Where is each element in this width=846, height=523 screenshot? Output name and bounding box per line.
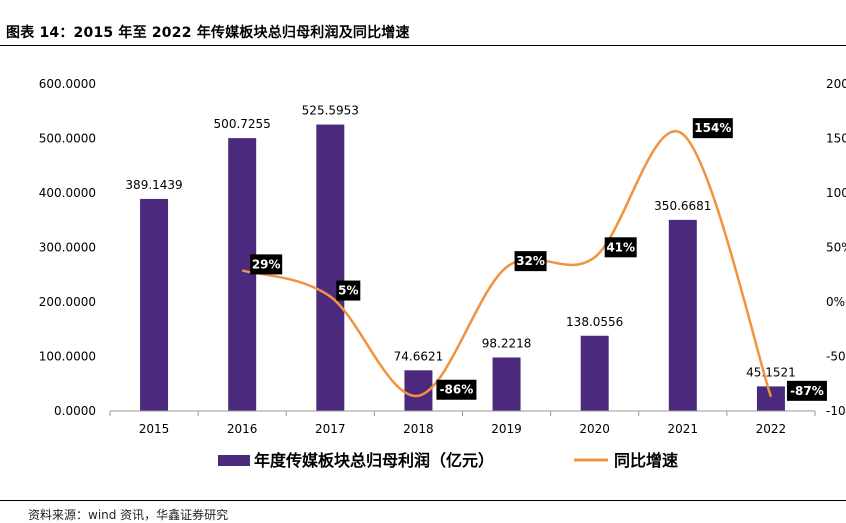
growth-label-box: [436, 379, 477, 400]
y-left-tick-label: 300.0000: [39, 241, 96, 255]
growth-label-box: [514, 251, 547, 272]
bar-2019: [492, 357, 521, 411]
bar-value-label: 500.7255: [214, 117, 271, 131]
growth-label-box: [336, 280, 361, 301]
x-tick-label: 2020: [579, 422, 610, 436]
legend-line-label: 同比增速: [614, 451, 678, 470]
x-tick-label: 2016: [227, 422, 258, 436]
x-tick-label: 2018: [403, 422, 434, 436]
bar-2022: [756, 386, 785, 411]
growth-label-box: [692, 118, 733, 139]
y-left-tick-label: 400.0000: [39, 186, 96, 200]
legend-bar-swatch: [218, 455, 250, 466]
y-right-tick-label: -100%: [826, 404, 846, 418]
bar-2015: [140, 198, 169, 411]
legend-bar-label: 年度传媒板块总归母利润（亿元）: [254, 451, 494, 470]
y-right-tick-label: 200%: [826, 77, 846, 91]
y-right-tick-label: -50%: [826, 350, 846, 364]
bar-2017: [316, 124, 345, 411]
y-right-tick-label: 0%: [826, 295, 845, 309]
bar-2021: [668, 219, 697, 411]
growth-label-box: [786, 380, 827, 401]
x-tick-label: 2021: [668, 422, 699, 436]
growth-label: 41%: [606, 240, 635, 254]
growth-label: 29%: [252, 257, 281, 271]
bar-value-label: 74.6621: [394, 349, 444, 363]
source-rule: [0, 500, 846, 501]
bar-2020: [580, 335, 609, 411]
growth-label: 32%: [516, 254, 545, 268]
growth-label: -86%: [440, 383, 474, 397]
bar-value-label: 525.5953: [302, 104, 359, 118]
y-right-tick-label: 150%: [826, 132, 846, 146]
x-tick-label: 2022: [756, 422, 787, 436]
growth-label: -87%: [790, 384, 824, 398]
y-left-tick-label: 200.0000: [39, 295, 96, 309]
x-tick-label: 2015: [139, 422, 170, 436]
y-left-tick-label: 100.0000: [39, 350, 96, 364]
x-tick-label: 2019: [491, 422, 522, 436]
y-left-tick-label: 0.0000: [54, 404, 96, 418]
bar-value-label: 138.0556: [566, 315, 623, 329]
bar-value-label: 350.6681: [654, 199, 711, 213]
y-right-tick-label: 50%: [826, 241, 846, 255]
figure-title: 图表 14：2015 年至 2022 年传媒板块总归母利润及同比增速: [6, 25, 410, 41]
y-right-tick-label: 100%: [826, 186, 846, 200]
bar-value-label: 98.2218: [482, 336, 532, 350]
bar-value-label: 389.1439: [125, 178, 182, 192]
bar-value-label: 45.1521: [746, 365, 796, 379]
y-left-tick-label: 500.0000: [39, 132, 96, 146]
bar-2016: [228, 138, 257, 411]
title-rule: [0, 45, 846, 46]
growth-label: 154%: [694, 121, 731, 135]
growth-label-box: [250, 254, 283, 275]
y-left-tick-label: 600.0000: [39, 77, 96, 91]
growth-label-box: [604, 237, 637, 258]
growth-label: 5%: [338, 284, 358, 298]
source-note: 资料来源：wind 资讯，华鑫证券研究: [28, 508, 229, 522]
x-tick-label: 2017: [315, 422, 346, 436]
